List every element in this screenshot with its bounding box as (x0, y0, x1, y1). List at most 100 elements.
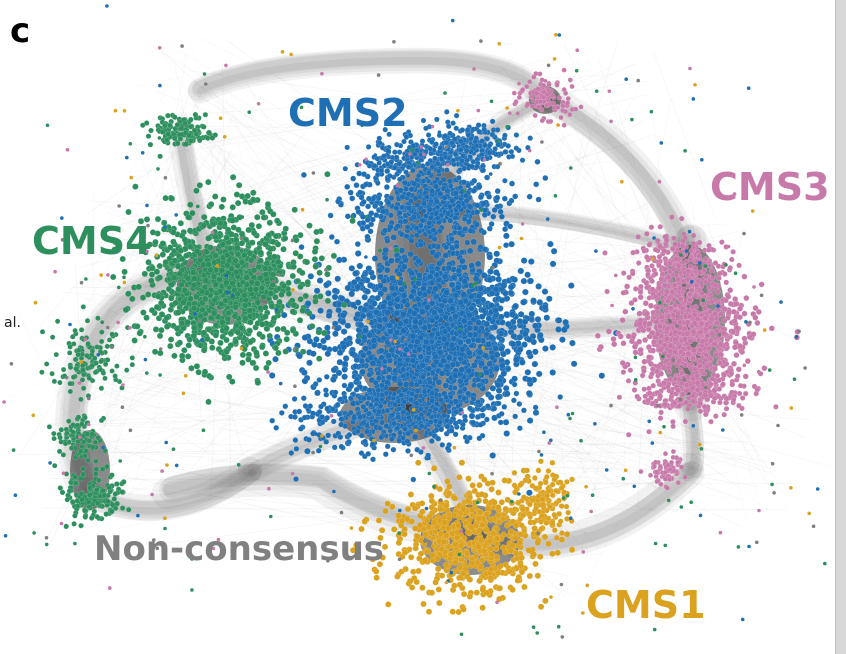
node-cms4 (257, 257, 264, 264)
node-cms4 (267, 245, 274, 253)
node-cms2 (388, 436, 395, 442)
node-cms2 (426, 273, 434, 281)
network-edge (44, 371, 518, 521)
node-cms2 (452, 312, 459, 320)
node-cms4 (280, 245, 287, 253)
node-cms2 (312, 381, 319, 387)
node-cms4 (259, 343, 266, 351)
node-cms2 (357, 414, 364, 420)
node-cms2 (428, 279, 436, 287)
node-cms4 (154, 215, 162, 223)
node-cms4 (129, 295, 136, 303)
node-cms2 (528, 310, 536, 318)
node-cms2 (354, 376, 360, 383)
node-cms4 (141, 270, 149, 278)
node-cms4 (267, 290, 274, 297)
node-cms2 (398, 247, 406, 254)
node-cms4 (167, 342, 174, 350)
network-edge (456, 411, 606, 456)
network-edge (479, 114, 551, 164)
node-cms4 (316, 269, 323, 276)
node-cms2 (402, 179, 409, 186)
node-cms2 (352, 363, 359, 370)
node-cms2 (335, 198, 342, 205)
node-cms2 (502, 177, 508, 184)
node-cms4 (178, 352, 186, 360)
node-cms2 (356, 262, 364, 270)
node-cms2 (526, 376, 533, 384)
node-cms2 (407, 250, 415, 258)
node-cms2 (399, 193, 406, 200)
node-cms2 (501, 403, 508, 410)
node-cms4 (198, 288, 206, 295)
node-cms2 (524, 368, 532, 376)
node-cms2 (459, 127, 466, 133)
node-cms4 (234, 290, 241, 298)
node-cms2 (410, 142, 417, 149)
node-cms2 (388, 274, 396, 282)
node-cms2 (367, 354, 375, 362)
node-cms2 (396, 356, 403, 363)
node-cms2 (476, 348, 484, 356)
node-cms4 (168, 195, 175, 202)
node-cms2 (472, 275, 480, 283)
node-cms2 (306, 359, 313, 367)
node-cms4 (152, 326, 160, 333)
node-cms2 (442, 313, 449, 321)
node-cms2 (291, 396, 298, 402)
node-cms2 (314, 389, 321, 397)
node-cms2 (521, 318, 529, 326)
node-cms2 (519, 359, 526, 366)
node-cms2 (489, 118, 496, 125)
node-cms2 (367, 228, 374, 235)
network-edge (45, 450, 627, 463)
node-cms2 (549, 344, 557, 351)
node-cms4 (281, 235, 289, 242)
node-cms2 (502, 149, 509, 155)
node-cms2 (369, 360, 377, 367)
node-cms2 (364, 288, 371, 295)
node-cms2 (429, 398, 435, 405)
node-cms4 (190, 324, 198, 331)
node-cms2 (304, 447, 311, 455)
node-cms2 (555, 326, 562, 333)
node-cms2 (486, 149, 493, 156)
network-edge (247, 136, 384, 265)
node-cms2 (458, 138, 464, 145)
node-cms2 (396, 405, 403, 412)
node-cms2 (272, 355, 279, 363)
network-edge (283, 109, 509, 169)
node-cms4 (259, 208, 266, 216)
node-cms2 (488, 302, 495, 309)
node-cms4 (234, 244, 241, 252)
node-cms2 (473, 163, 480, 170)
node-cms2 (358, 432, 365, 439)
node-cms2 (374, 155, 381, 162)
node-cms2 (503, 390, 511, 398)
node-cms4 (202, 111, 209, 118)
node-cms2 (330, 366, 338, 374)
node-cms4 (223, 348, 230, 355)
node-cms2 (414, 295, 422, 303)
node-cms2 (347, 382, 355, 390)
node-cms2 (398, 286, 405, 293)
node-cms4 (212, 233, 219, 241)
network-edge (201, 75, 364, 315)
node-cms2 (470, 238, 478, 246)
node-cms2 (516, 346, 524, 353)
node-cms2 (522, 330, 529, 338)
node-cms4 (185, 342, 192, 349)
node-cms2 (435, 378, 443, 386)
node-cms2 (387, 328, 394, 335)
node-cms2 (348, 350, 356, 357)
node-cms2 (527, 277, 535, 285)
node-cms4 (254, 299, 261, 306)
node-cms2 (500, 370, 508, 377)
node-cms2 (443, 417, 450, 424)
node-cms4 (313, 238, 321, 245)
node-cms2 (442, 252, 450, 259)
node-cms4 (193, 187, 200, 195)
network-edge (623, 117, 626, 498)
node-cms4 (143, 314, 150, 321)
